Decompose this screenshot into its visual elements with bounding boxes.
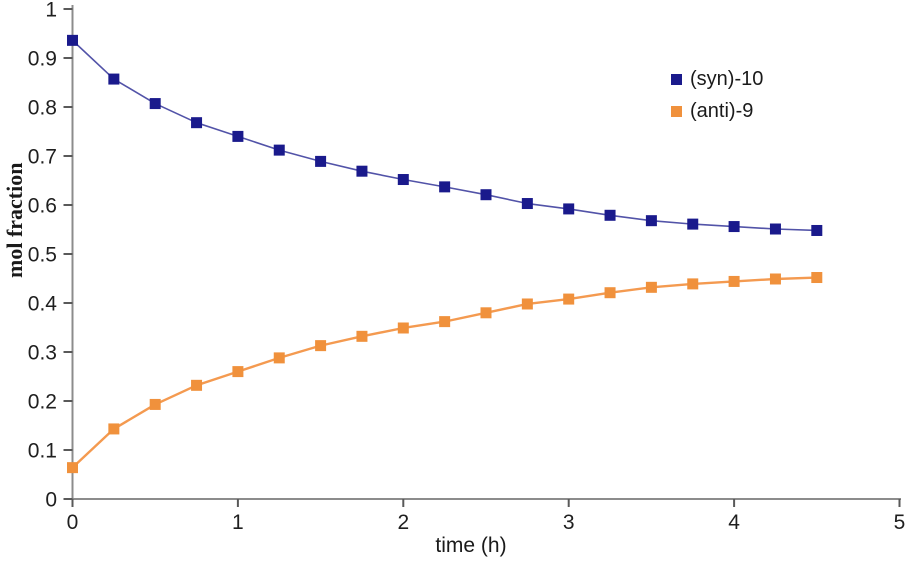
x-tick-label: 2	[397, 511, 409, 534]
y-tick-label: 0.5	[28, 244, 57, 267]
y-tick-label: 1	[45, 0, 57, 22]
y-axis-title: mol fraction	[2, 162, 27, 278]
x-tick-label: 5	[894, 511, 906, 534]
data-point-syn-10	[563, 203, 575, 215]
data-point-anti-9	[315, 340, 327, 352]
data-point-anti-9	[645, 281, 657, 293]
y-tick-label: 0.4	[28, 293, 58, 316]
x-tick-label: 0	[67, 511, 79, 534]
data-point-syn-10	[232, 130, 244, 142]
data-point-syn-10	[811, 224, 823, 236]
legend-swatch-anti-9-icon	[671, 105, 682, 117]
legend-label-syn-10: (syn)-10	[690, 67, 764, 90]
data-point-anti-9	[232, 366, 244, 378]
data-point-syn-10	[108, 73, 120, 85]
data-point-syn-10	[273, 144, 285, 156]
series-line-anti-9	[71, 276, 817, 469]
data-point-anti-9	[356, 330, 368, 342]
data-point-syn-10	[521, 198, 533, 210]
data-point-syn-10	[604, 209, 616, 221]
data-point-syn-10	[645, 215, 657, 227]
y-tick-label: 0.7	[28, 146, 57, 169]
data-point-anti-9	[191, 379, 203, 391]
data-point-syn-10	[397, 174, 409, 186]
legend-swatch-syn-10-icon	[671, 73, 682, 85]
legend-item-anti-9: (anti)-9	[671, 100, 763, 122]
data-point-syn-10	[191, 117, 203, 129]
y-tick-label: 0.6	[28, 195, 57, 218]
data-point-syn-10	[439, 181, 451, 193]
x-tick-label: 4	[728, 511, 740, 534]
data-point-anti-9	[397, 322, 409, 334]
legend: (syn)-10 (anti)-9	[671, 68, 763, 132]
legend-item-syn-10: (syn)-10	[671, 68, 763, 90]
data-point-anti-9	[67, 462, 78, 474]
data-point-anti-9	[811, 272, 823, 284]
data-point-syn-10	[315, 155, 327, 167]
data-point-syn-10	[67, 34, 78, 46]
data-point-syn-10	[728, 221, 740, 233]
y-tick-label: 0.8	[28, 97, 57, 120]
data-point-anti-9	[149, 398, 161, 410]
data-point-anti-9	[521, 298, 533, 310]
data-point-syn-10	[769, 223, 781, 235]
data-point-syn-10	[356, 165, 368, 177]
data-point-anti-9	[439, 316, 451, 328]
data-point-anti-9	[728, 275, 740, 287]
data-point-anti-9	[769, 273, 781, 285]
data-point-anti-9	[480, 307, 492, 319]
data-point-anti-9	[687, 278, 699, 290]
data-point-syn-10	[687, 218, 699, 230]
x-tick-label: 3	[563, 511, 575, 534]
data-point-anti-9	[108, 423, 120, 435]
data-point-syn-10	[149, 98, 161, 110]
data-point-syn-10	[480, 189, 492, 201]
y-tick-label: 0	[45, 489, 57, 512]
y-tick-label: 0.3	[28, 342, 57, 365]
x-tick-label: 1	[232, 511, 244, 534]
data-point-anti-9	[604, 287, 616, 299]
x-axis-title: time (h)	[435, 534, 507, 557]
data-point-anti-9	[563, 293, 575, 305]
data-point-anti-9	[273, 352, 285, 364]
y-tick-label: 0.9	[28, 48, 57, 71]
legend-label-anti-9: (anti)-9	[690, 99, 754, 122]
y-tick-label: 0.2	[28, 391, 57, 414]
y-tick-label: 0.1	[28, 440, 57, 463]
